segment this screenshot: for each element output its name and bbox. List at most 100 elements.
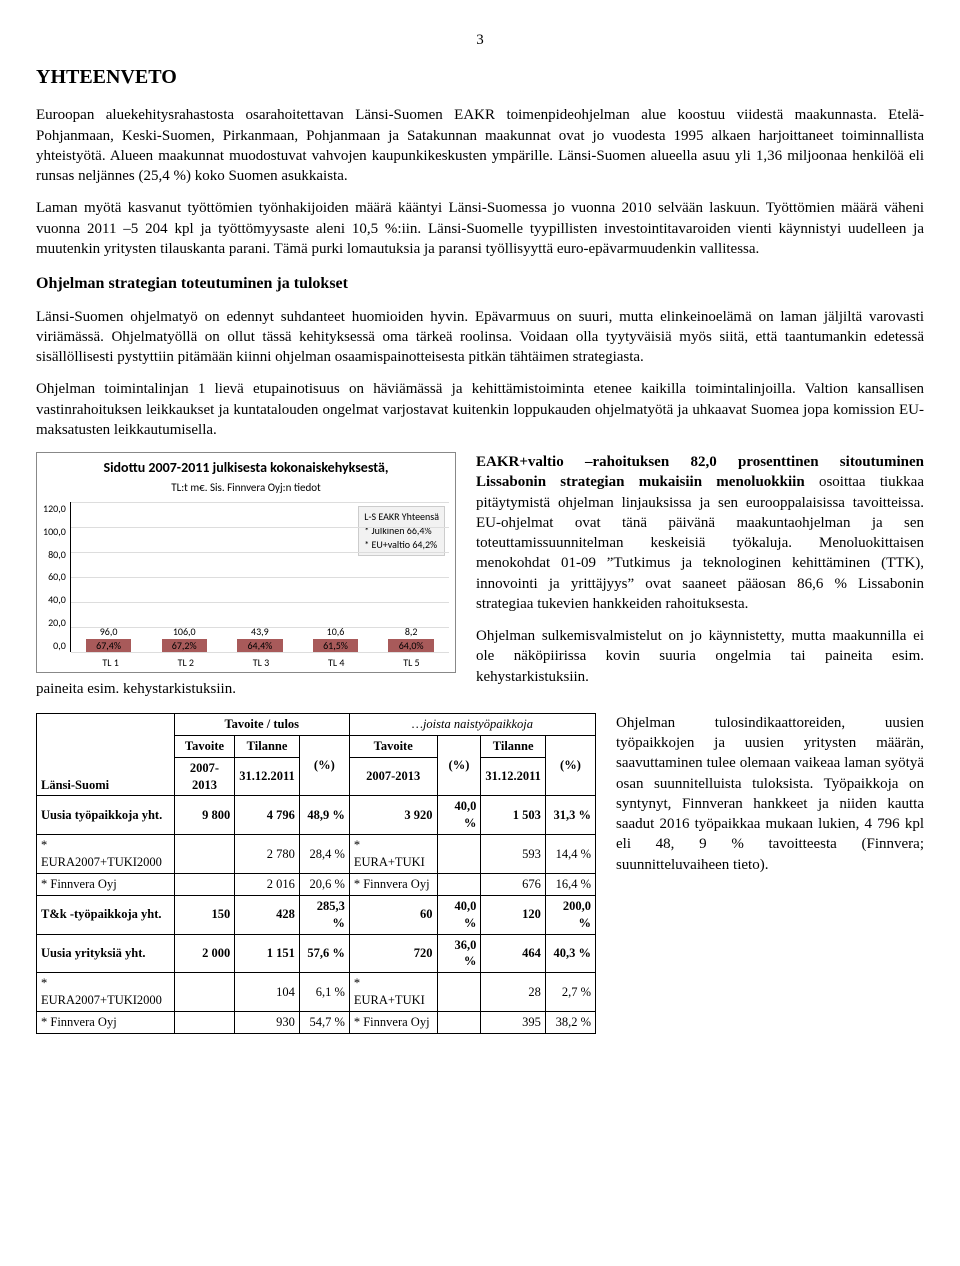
cell: 40,0 % xyxy=(437,796,481,835)
para-intro-1: Euroopan aluekehitysrahastosta osarahoit… xyxy=(36,105,924,186)
cell: 150 xyxy=(174,895,235,934)
cell xyxy=(437,1012,481,1034)
cell: 2 016 xyxy=(235,873,300,895)
chart-x-axis: TL 1TL 2TL 3TL 4TL 5 xyxy=(43,656,449,670)
cell xyxy=(437,873,481,895)
bar-pct-label: 64,0% xyxy=(399,639,424,653)
cell: 285,3 % xyxy=(299,895,349,934)
table-region-label: Länsi-Suomi xyxy=(37,713,175,796)
cell: 3 920 xyxy=(349,796,437,835)
bar-slot: 96,067,4% xyxy=(71,639,147,653)
table-head-group1: Tavoite / tulos xyxy=(174,713,349,735)
cell: 428 xyxy=(235,895,300,934)
cell: 930 xyxy=(235,1012,300,1034)
chart-bar: 43,964,4% xyxy=(237,639,282,653)
x-tick-label: TL 4 xyxy=(299,656,374,670)
chart-subtitle: TL:t m€. Sis. Finnvera Oyj:n tiedot xyxy=(43,481,449,496)
right-para-1: EAKR+valtio –rahoituksen 82,0 prosenttin… xyxy=(476,452,924,614)
cell: * Finnvera Oyj xyxy=(349,1012,437,1034)
chart-plot: L-S EAKR Yhteensä * Julkinen 66,4% * EU+… xyxy=(70,502,449,652)
cell: 31,3 % xyxy=(545,796,595,835)
cell: 48,9 % xyxy=(299,796,349,835)
table-head-group2: …joista naistyöpaikkoja xyxy=(349,713,595,735)
cell: 6,1 % xyxy=(299,973,349,1012)
cell xyxy=(174,873,235,895)
cell: 60 xyxy=(349,895,437,934)
cell: 38,2 % xyxy=(545,1012,595,1034)
chart-bar: 10,661,5% xyxy=(313,639,358,653)
y-tick-label: 0,0 xyxy=(43,639,66,653)
col-tavoite: Tavoite xyxy=(174,735,235,757)
row-label: Uusia työpaikkoja yht. xyxy=(37,796,175,835)
table-row: Uusia työpaikkoja yht.9 8004 79648,9 %3 … xyxy=(37,796,596,835)
y-tick-label: 80,0 xyxy=(43,548,66,562)
bar-pct-label: 61,5% xyxy=(323,639,348,653)
table-row: * EURA2007+TUKI2000 1046,1 %* EURA+TUKI 28… xyxy=(37,973,596,1012)
cell: 200,0 % xyxy=(545,895,595,934)
x-tick-label: TL 3 xyxy=(223,656,298,670)
cell: 4 796 xyxy=(235,796,300,835)
page-title: YHTEENVETO xyxy=(36,64,924,91)
chart-title: Sidottu 2007-2011 julkisesta kokonaiskeh… xyxy=(43,459,449,477)
table-row: T&k -työpaikkoja yht.150428285,3 %6040,0… xyxy=(37,895,596,934)
col-pct: (%) xyxy=(437,735,481,796)
cell: 676 xyxy=(481,873,546,895)
cell: 36,0 % xyxy=(437,934,481,973)
table-row: Uusia yrityksiä yht.2 0001 15157,6 %7203… xyxy=(37,934,596,973)
col-period: 2007-2013 xyxy=(349,757,437,796)
para-body-1: Länsi-Suomen ohjelmatyö on edennyt suhda… xyxy=(36,307,924,368)
row-label: * EURA2007+TUKI2000 xyxy=(37,973,175,1012)
cell: 1 503 xyxy=(481,796,546,835)
cell: 2 000 xyxy=(174,934,235,973)
row-label: T&k -työpaikkoja yht. xyxy=(37,895,175,934)
chart-and-text-row: Sidottu 2007-2011 julkisesta kokonaiskeh… xyxy=(36,452,924,699)
bar-pct-label: 67,2% xyxy=(172,639,197,653)
row-label: * EURA2007+TUKI2000 xyxy=(37,835,175,874)
col-date: 31.12.2011 xyxy=(481,757,546,796)
row-label: * Finnvera Oyj xyxy=(37,1012,175,1034)
x-tick-label: TL 5 xyxy=(374,656,449,670)
cell xyxy=(437,973,481,1012)
chart-bar: 8,264,0% xyxy=(388,639,433,653)
below-chart-text: paineita esim. kehystarkistuksiin. xyxy=(36,679,456,699)
cell xyxy=(174,1012,235,1034)
x-tick-label: TL 2 xyxy=(148,656,223,670)
bar-pct-label: 67,4% xyxy=(96,639,121,653)
cell: 720 xyxy=(349,934,437,973)
y-tick-label: 120,0 xyxy=(43,502,66,516)
chart-bar: 96,067,4% xyxy=(86,639,131,653)
col-tilanne: Tilanne xyxy=(235,735,300,757)
col-date: 31.12.2011 xyxy=(235,757,300,796)
cell: * EURA+TUKI xyxy=(349,973,437,1012)
y-tick-label: 100,0 xyxy=(43,525,66,539)
col-pct: (%) xyxy=(299,735,349,796)
table-row: * Finnvera Oyj93054,7 %* Finnvera Oyj395… xyxy=(37,1012,596,1034)
cell: 2,7 % xyxy=(545,973,595,1012)
cell: 395 xyxy=(481,1012,546,1034)
chart-y-axis: 120,0100,080,060,040,020,00,0 xyxy=(43,502,70,652)
para-body-2: Ohjelman toimintalinjan 1 lievä etupaino… xyxy=(36,379,924,440)
cell: 20,6 % xyxy=(299,873,349,895)
cell: 9 800 xyxy=(174,796,235,835)
bar-slot: 106,067,2% xyxy=(146,639,222,653)
cell: 40,0 % xyxy=(437,895,481,934)
bar-pct-label: 64,4% xyxy=(247,639,272,653)
bar-chart: Sidottu 2007-2011 julkisesta kokonaiskeh… xyxy=(36,452,456,673)
cell: 28 xyxy=(481,973,546,1012)
y-tick-label: 40,0 xyxy=(43,593,66,607)
col-period: 2007-2013 xyxy=(174,757,235,796)
bar-slot: 10,661,5% xyxy=(298,639,374,653)
col-tavoite: Tavoite xyxy=(349,735,437,757)
cell: 16,4 % xyxy=(545,873,595,895)
cell xyxy=(437,835,481,874)
row-label: Uusia yrityksiä yht. xyxy=(37,934,175,973)
cell: 104 xyxy=(235,973,300,1012)
cell: 2 780 xyxy=(235,835,300,874)
cell: * Finnvera Oyj xyxy=(349,873,437,895)
cell: 593 xyxy=(481,835,546,874)
cell: 14,4 % xyxy=(545,835,595,874)
bar-slot: 43,964,4% xyxy=(222,639,298,653)
row-label: * Finnvera Oyj xyxy=(37,873,175,895)
table-row: * EURA2007+TUKI20002 78028,4 %* EURA+TUK… xyxy=(37,835,596,874)
page-number: 3 xyxy=(36,30,924,50)
